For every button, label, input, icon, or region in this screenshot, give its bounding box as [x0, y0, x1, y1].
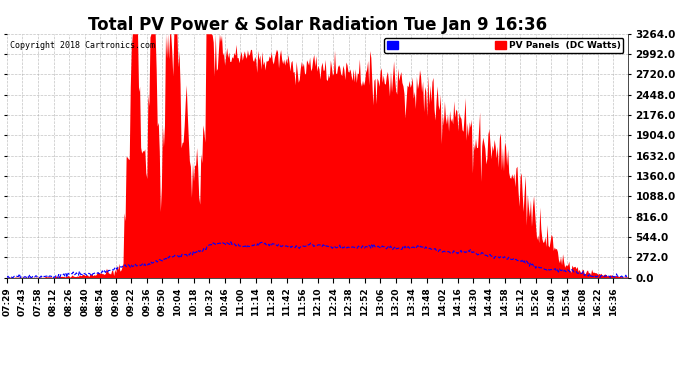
- Title: Total PV Power & Solar Radiation Tue Jan 9 16:36: Total PV Power & Solar Radiation Tue Jan…: [88, 16, 547, 34]
- Legend: Radiation  (W/m2), PV Panels  (DC Watts): Radiation (W/m2), PV Panels (DC Watts): [384, 38, 623, 53]
- Text: Copyright 2018 Cartronics.com: Copyright 2018 Cartronics.com: [10, 41, 155, 50]
